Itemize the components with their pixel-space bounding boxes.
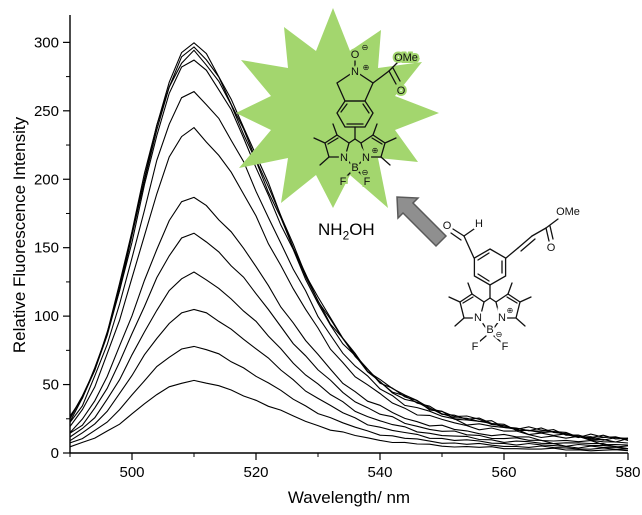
- plus-charge-label: ⊕: [363, 63, 370, 72]
- x-axis-title: Wavelength/ nm: [287, 488, 411, 507]
- fluorine-label: F: [340, 176, 347, 188]
- reagent-label-suffix: OH: [349, 220, 375, 239]
- aldehyde-h-label: H: [475, 218, 483, 230]
- x-tick-label: 540: [367, 464, 392, 481]
- reagent-label-subscript: 2: [342, 228, 350, 243]
- x-tick-label: 560: [491, 464, 516, 481]
- spectrum-trace-trace-03: [69, 308, 629, 450]
- y-tick-label: 300: [34, 34, 59, 51]
- pyrrole-n-label: N: [362, 152, 370, 164]
- reagent-structure-drawing: O H OMe O N N ⊕ B ⊖ F F: [441, 204, 582, 355]
- reaction-arrow-icon: [396, 196, 448, 248]
- reagent-bonds: [448, 218, 559, 343]
- pyrrole-n-label: N: [498, 312, 506, 324]
- reagent-atom-labels: O H OMe O N N ⊕ B ⊖ F F: [441, 204, 582, 355]
- product-structure-drawing: [313, 60, 401, 179]
- minus-charge-label: ⊖: [362, 43, 369, 52]
- ester-o-label: O: [547, 242, 556, 254]
- boron-label: B: [351, 162, 358, 174]
- x-tick-label: 520: [243, 464, 268, 481]
- minus-charge-label: ⊖: [496, 330, 503, 339]
- reaction-arrow-shape: [396, 196, 448, 248]
- plus-charge-label: ⊕: [372, 146, 379, 155]
- spectrum-trace-trace-12: [69, 42, 629, 442]
- x-tick-label: 500: [119, 464, 144, 481]
- reagent-label: NH2OH: [318, 220, 375, 242]
- ester-o-label: O: [397, 85, 406, 97]
- spectrum-trace-trace-01: [69, 379, 629, 452]
- pyrrole-n-label: N: [340, 152, 348, 164]
- ring-n-label: N: [351, 66, 359, 78]
- pyrrole-n-label: N: [474, 312, 482, 324]
- spectrum-trace-trace-04: [69, 271, 629, 450]
- fluorine-label: F: [502, 341, 509, 353]
- spectrum-trace-trace-02: [69, 345, 629, 450]
- y-tick-label: 150: [34, 240, 59, 257]
- reagent-label-prefix: NH: [318, 220, 343, 239]
- spectrum-trace-trace-11: [69, 46, 629, 440]
- y-tick-label: 250: [34, 103, 59, 120]
- y-tick-label: 0: [51, 445, 59, 462]
- y-tick-label: 100: [34, 308, 59, 325]
- starburst-shape: [236, 8, 439, 208]
- fluorine-label: F: [472, 341, 479, 353]
- minus-charge-label: ⊖: [362, 168, 369, 177]
- y-tick-label: 200: [34, 171, 59, 188]
- boron-label: B: [486, 324, 493, 336]
- starburst-highlight: O ⊖ ⊕ N OMe O N N ⊕ B ⊖ F F: [236, 8, 439, 208]
- spectrum-trace-trace-08: [69, 90, 629, 443]
- product-atom-labels: O ⊖ ⊕ N OMe O N N ⊕ B ⊖ F F: [338, 41, 420, 190]
- x-tick-label: 580: [615, 464, 640, 481]
- spectrum-trace-trace-06: [69, 196, 629, 446]
- spectrum-trace-trace-07: [69, 126, 629, 444]
- fluorine-label: F: [364, 176, 371, 188]
- y-tick-label: 50: [42, 377, 59, 394]
- y-axis-title: Relative Fluorescence Intensity: [10, 116, 29, 354]
- aldehyde-o-label: O: [443, 220, 452, 232]
- ome-label: OMe: [556, 206, 580, 218]
- oxide-o-label: O: [351, 49, 360, 61]
- ome-label: OMe: [394, 52, 418, 64]
- plus-charge-label: ⊕: [507, 306, 514, 315]
- spectrum-trace-trace-05: [69, 232, 629, 448]
